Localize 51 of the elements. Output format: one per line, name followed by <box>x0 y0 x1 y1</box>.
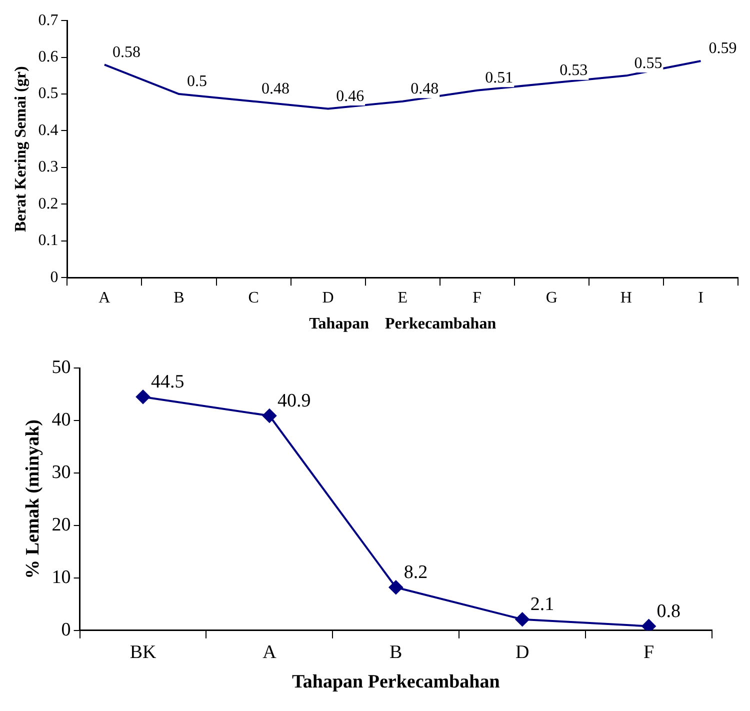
x-axis-title: Tahapan Perkecambahan <box>292 672 500 693</box>
x-tick-label: BK <box>130 642 156 663</box>
data-label: 0.48 <box>262 80 290 98</box>
y-tick-label: 40 <box>52 409 71 430</box>
x-tick-label: G <box>546 289 558 306</box>
x-tick-label: I <box>698 289 704 306</box>
y-axis-title: Berat Kering Semai (gr) <box>12 66 30 232</box>
y-tick-label: 0.7 <box>38 12 58 29</box>
data-label: 8.2 <box>404 562 428 584</box>
data-label: 44.5 <box>151 372 184 393</box>
x-tick-label: B <box>174 289 184 306</box>
data-label: 0.53 <box>560 62 588 80</box>
y-tick-label: 20 <box>52 514 71 536</box>
x-tick-label: F <box>643 642 654 663</box>
data-label: 0.55 <box>634 54 662 72</box>
x-tick-label: F <box>472 289 482 306</box>
y-tick-label: 0 <box>61 619 71 640</box>
y-tick-label: 50 <box>52 356 71 378</box>
data-label: 0.48 <box>410 80 439 98</box>
data-label: 0.8 <box>656 600 681 622</box>
data-label: 0.51 <box>485 70 514 87</box>
x-tick-label: E <box>398 289 408 306</box>
data-label: 0.58 <box>112 44 140 61</box>
x-tick-label: D <box>515 642 530 663</box>
y-tick-label: 0.1 <box>38 232 58 250</box>
x-tick-label: C <box>248 289 259 306</box>
y-tick-label: 0.4 <box>38 122 58 139</box>
x-tick-label: A <box>98 289 111 306</box>
data-label: 2.1 <box>530 594 554 616</box>
y-tick-label: 0.5 <box>38 85 58 102</box>
data-label: 0.46 <box>336 88 364 105</box>
y-tick-label: 0.3 <box>38 158 58 176</box>
x-tick-label: B <box>390 642 402 663</box>
y-tick-label: 30 <box>52 462 71 483</box>
y-tick-label: 10 <box>52 566 71 588</box>
x-axis-title: Tahapan Perkecambahan <box>309 316 496 333</box>
y-tick-label: 0.6 <box>38 48 58 66</box>
point <box>262 408 276 423</box>
point <box>515 612 530 626</box>
y-tick-label: 0 <box>50 268 58 286</box>
x-tick-label: H <box>620 289 632 306</box>
data-label: 0.59 <box>708 40 737 58</box>
point <box>136 390 150 404</box>
y-axis-title: % Lemak (minyak) <box>22 419 44 579</box>
point <box>642 619 656 630</box>
y-tick-label: 0.2 <box>38 195 58 212</box>
x-tick-label: A <box>262 642 277 663</box>
x-tick-label: D <box>322 289 334 306</box>
point <box>388 580 403 594</box>
data-label: 40.9 <box>277 390 311 412</box>
data-label: 0.5 <box>187 73 207 90</box>
